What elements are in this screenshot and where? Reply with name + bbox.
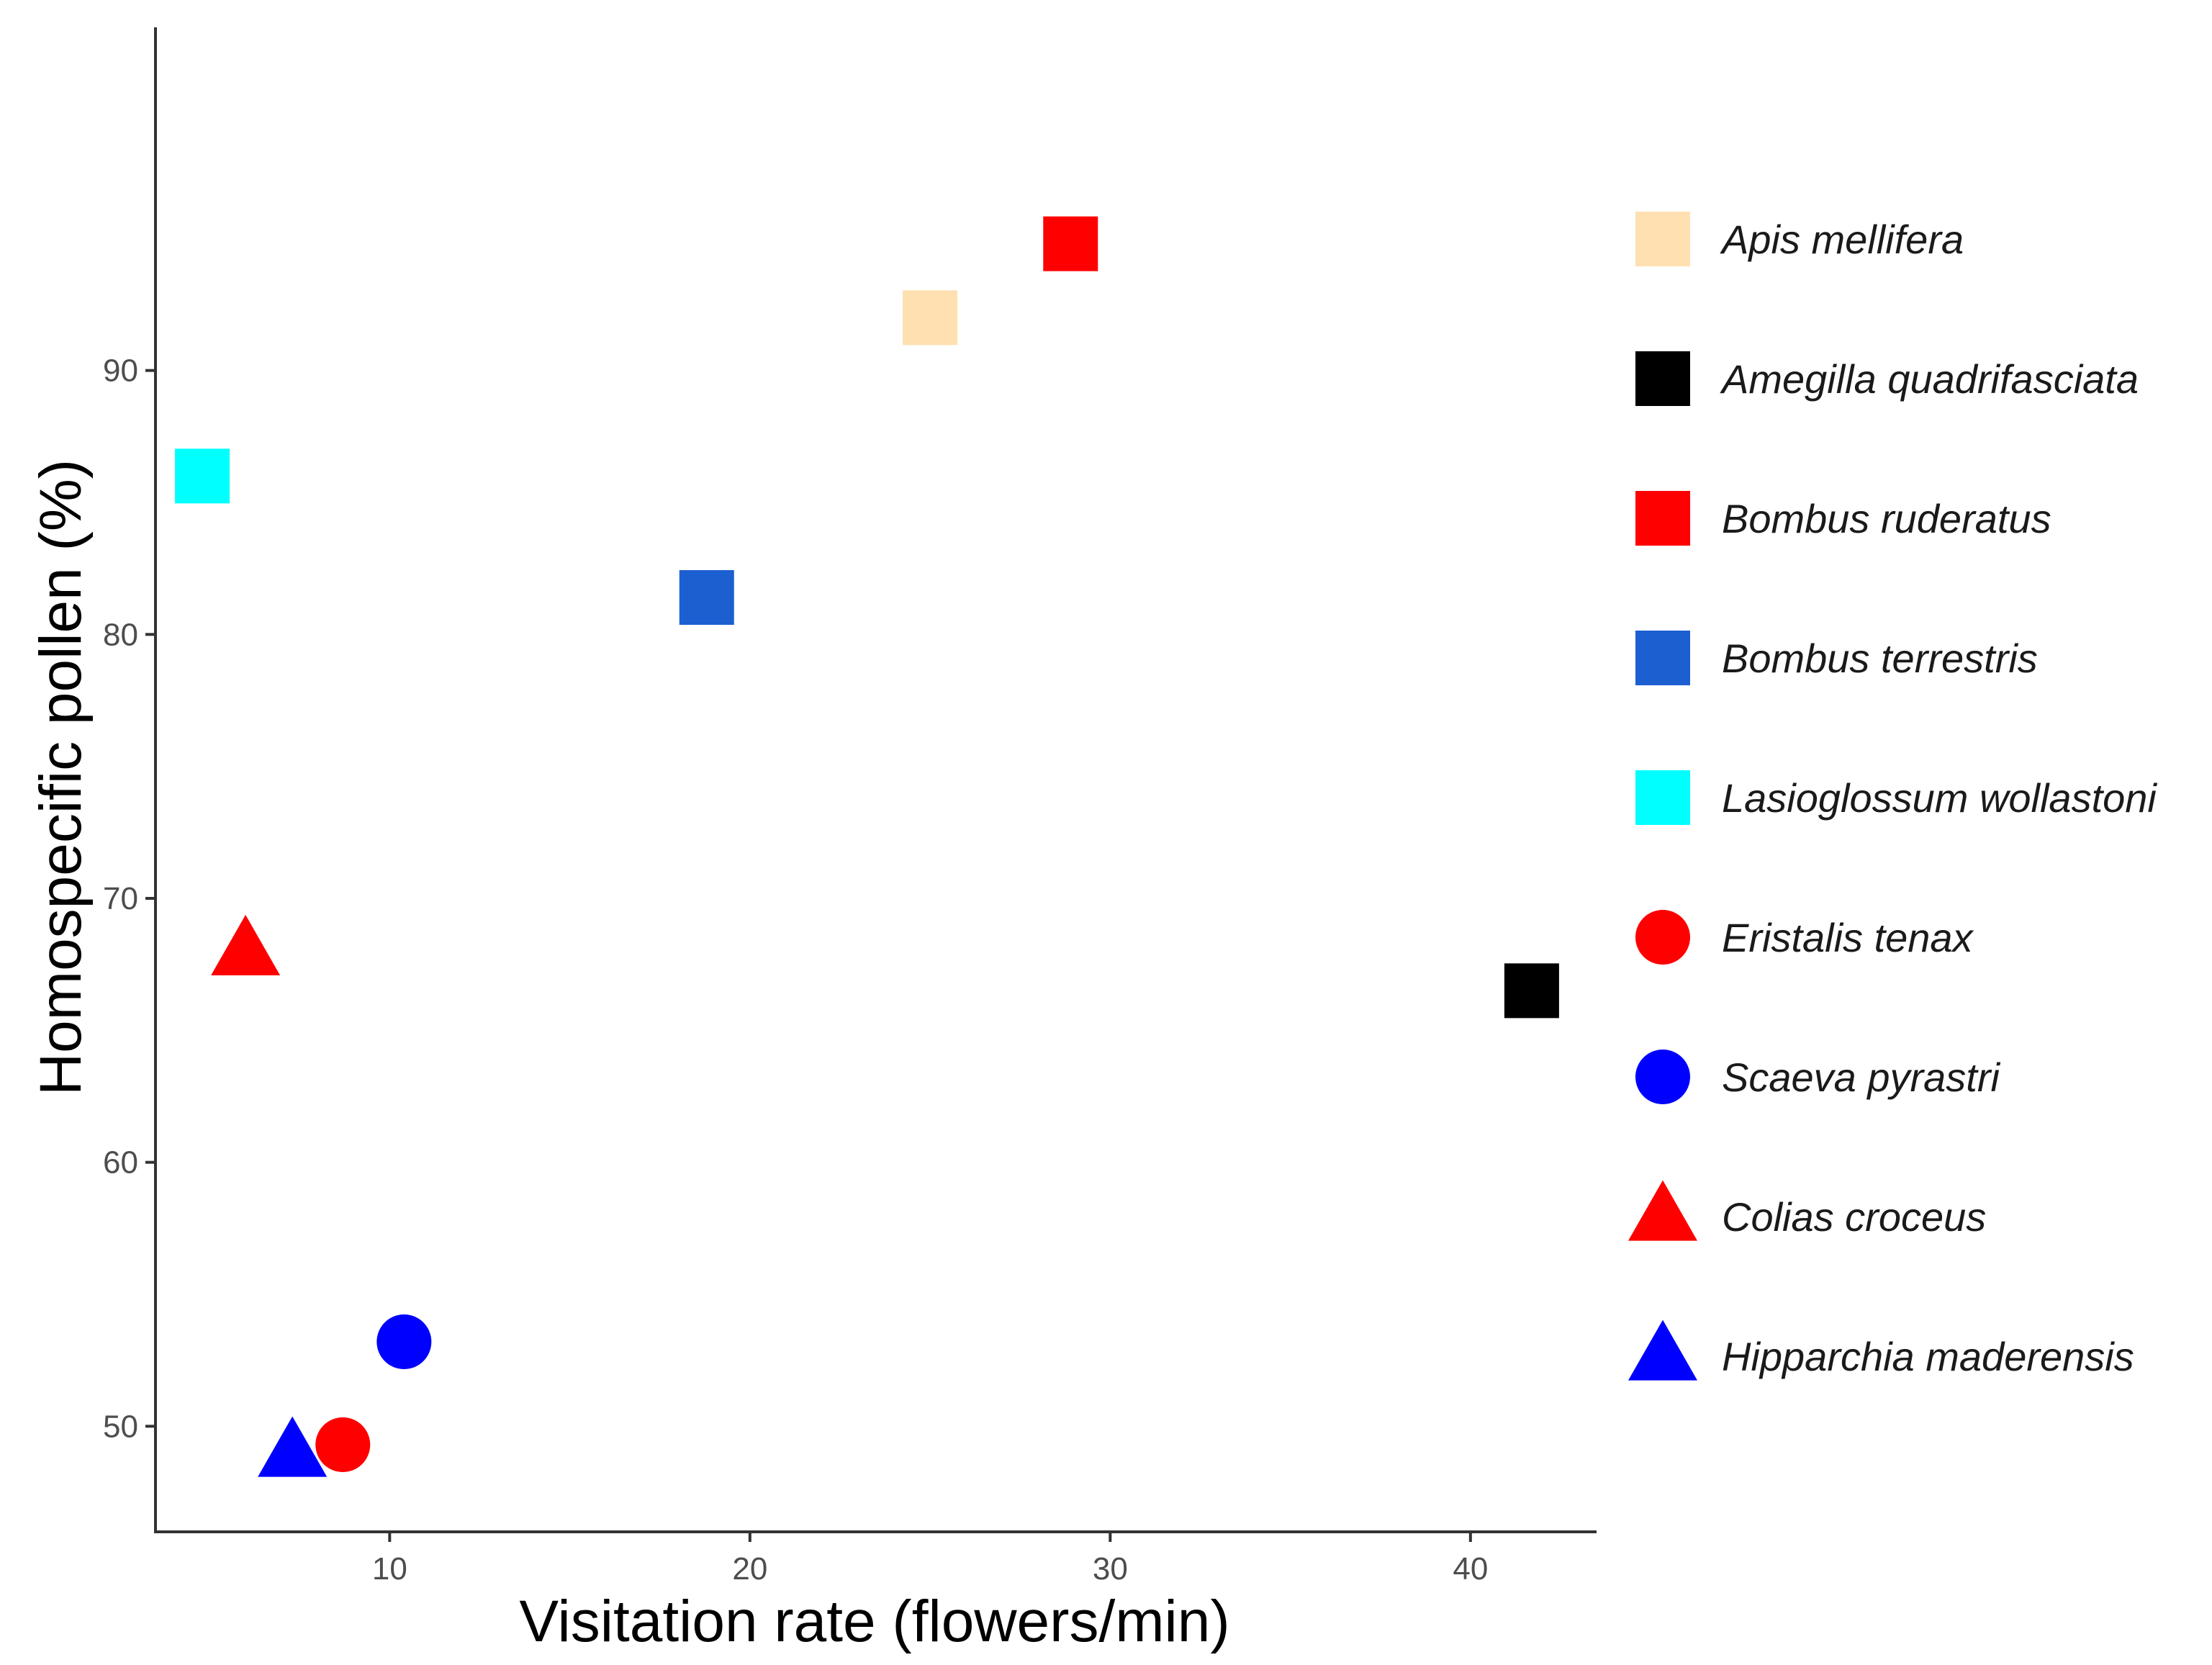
- ticks: 10 20 30 40 50 60 70 80 90: [103, 353, 1488, 1587]
- legend-key-triangle: [1628, 1319, 1697, 1381]
- x-axis-title: Visitation rate (flowers/min): [519, 1589, 1229, 1654]
- x-tick-label: 10: [372, 1551, 407, 1587]
- legend-key-triangle: [1628, 1180, 1697, 1241]
- legend-item: Hipparchia maderensis: [1628, 1319, 2134, 1381]
- legend-item: Bombus ruderatus: [1635, 491, 2051, 546]
- point-hipparchia-maderensis: [258, 1416, 328, 1477]
- legend-label: Eristalis tenax: [1722, 915, 1974, 960]
- legend-label: Lasioglossum wollastoni: [1722, 775, 2157, 821]
- point-lasioglossum-wollastoni: [175, 448, 230, 504]
- legend-item: Scaeva pyrastri: [1635, 1050, 2000, 1104]
- point-scaeva-pyrastri: [376, 1314, 432, 1369]
- y-tick-label: 50: [103, 1409, 138, 1444]
- y-tick-label: 80: [103, 617, 138, 652]
- legend-label: Apis mellifera: [1720, 217, 1964, 262]
- legend-item: Lasioglossum wollastoni: [1635, 770, 2157, 825]
- legend-item: Eristalis tenax: [1635, 910, 1974, 965]
- legend-key-square: [1635, 631, 1690, 685]
- point-amegilla-quadrifasciata: [1504, 963, 1559, 1019]
- legend-key-square: [1635, 491, 1690, 546]
- legend-label: Hipparchia maderensis: [1722, 1334, 2134, 1379]
- point-eristalis-tenax: [315, 1417, 371, 1472]
- point-bombus-terrestris: [679, 570, 734, 625]
- legend-key-circle: [1635, 1050, 1690, 1104]
- legend-item: Bombus terrestris: [1635, 631, 2038, 685]
- axes: [154, 27, 1597, 1533]
- legend-label: Colias croceus: [1722, 1194, 1986, 1240]
- legend-item: Colias croceus: [1628, 1180, 1986, 1241]
- point-bombus-ruderatus: [1043, 216, 1098, 271]
- legend-item: Apis mellifera: [1635, 212, 1964, 266]
- x-tick-label: 40: [1453, 1551, 1488, 1587]
- legend-label: Bombus terrestris: [1722, 636, 2038, 681]
- legend-key-square: [1635, 351, 1690, 406]
- legend-item: Amegilla quadrifasciata: [1635, 351, 2139, 406]
- y-tick-label: 70: [103, 881, 138, 916]
- y-tick-label: 90: [103, 353, 138, 389]
- legend-label: Bombus ruderatus: [1722, 496, 2051, 541]
- y-axis-title: Homospecific pollen (%): [28, 459, 94, 1096]
- x-tick-label: 30: [1093, 1551, 1128, 1587]
- data-points: [175, 216, 1559, 1477]
- legend-label: Amegilla quadrifasciata: [1720, 356, 2139, 402]
- legend-key-square: [1635, 212, 1690, 266]
- legend: Apis mellifera Amegilla quadrifasciata Bom…: [1628, 212, 2157, 1381]
- point-apis-mellifera: [903, 290, 958, 346]
- legend-label: Scaeva pyrastri: [1722, 1055, 2000, 1100]
- legend-key-circle: [1635, 910, 1690, 965]
- y-tick-label: 60: [103, 1145, 138, 1181]
- x-tick-label: 20: [732, 1551, 767, 1587]
- legend-key-square: [1635, 770, 1690, 825]
- point-colias-croceus: [211, 914, 281, 975]
